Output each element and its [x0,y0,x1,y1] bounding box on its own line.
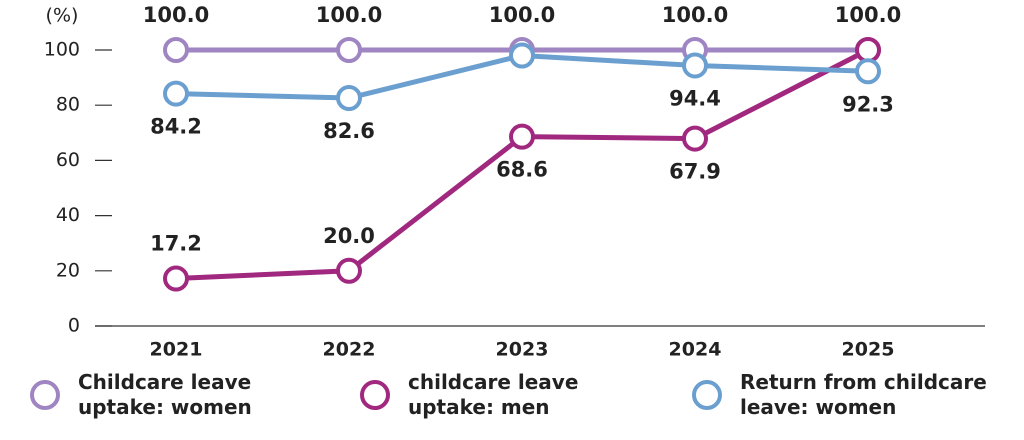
y-tick-label: 100 [44,39,80,61]
y-tick-label: 20 [56,259,80,281]
y-tick-label: 60 [56,149,80,171]
data-label: 92.3 [842,92,894,116]
marker [855,58,881,85]
y-unit: (%) [46,5,79,27]
y-tick-label: 40 [56,204,80,226]
marker [336,85,362,112]
legend-label: Childcare leave uptake: women [78,370,252,419]
x-tick-label: 2021 [150,339,203,361]
data-label: 100.0 [662,3,728,27]
marker [336,257,362,284]
x-tick-label: 2023 [496,339,549,361]
marker [682,125,708,152]
data-label: 67.9 [669,160,721,184]
legend-label: childcare leave uptake: men [408,370,579,419]
legend-marker [692,380,722,410]
y-tick-label: 0 [68,315,80,337]
marker [163,80,189,107]
x-tick-label: 2025 [842,339,895,361]
data-label: 82.6 [323,119,375,143]
y-tick-label: 80 [56,94,80,116]
data-label: 100.0 [835,3,901,27]
marker [336,37,362,63]
data-label: 84.2 [150,115,202,139]
data-label: 68.6 [496,158,548,182]
legend-item: childcare leave uptake: men [360,370,660,420]
data-label: 100.0 [316,3,382,27]
marker [855,37,881,63]
legend-item: Return from childcare leave: women [692,370,1022,420]
data-label: 100.0 [143,3,209,27]
data-label: 94.4 [669,86,721,110]
marker [509,42,535,69]
marker [509,123,535,150]
data-label: 17.2 [150,232,202,256]
marker [682,52,708,79]
legend-label: Return from childcare leave: women [740,370,987,419]
legend-marker [360,380,390,410]
data-label: 20.0 [323,224,375,248]
legend-item: Childcare leave uptake: women [30,370,330,420]
marker [163,265,189,292]
x-tick-label: 2022 [323,339,376,361]
marker [163,37,189,63]
legend-marker [30,380,60,410]
data-label: 100.0 [489,3,555,27]
x-tick-label: 2024 [669,339,722,361]
